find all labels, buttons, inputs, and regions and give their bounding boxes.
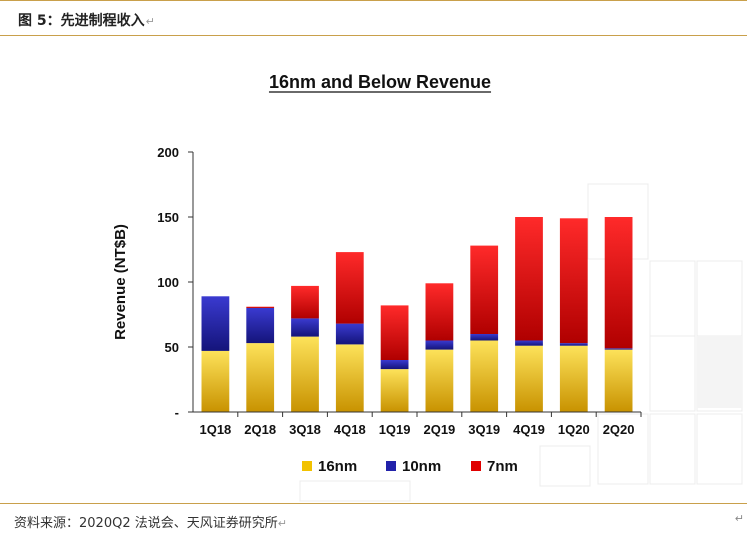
y-tick-label: 50 xyxy=(165,340,179,355)
bar-7nm-1Q20 xyxy=(559,218,588,344)
bar-16nm-2Q20 xyxy=(604,349,633,412)
source-note-text: 资料来源：2020Q2 法说会、天风证券研究所 xyxy=(14,516,278,531)
legend-swatch-16nm xyxy=(302,461,312,471)
figure-header: 图 5：先进制程收入↵ xyxy=(0,0,747,36)
background-tile xyxy=(696,413,743,485)
legend-swatch-10nm xyxy=(386,461,396,471)
y-tick-label: 200 xyxy=(157,145,179,160)
y-tick-label: 150 xyxy=(157,210,179,225)
background-tile xyxy=(649,413,696,485)
bar-10nm-2Q20 xyxy=(604,348,633,350)
legend-label-7nm: 7nm xyxy=(487,458,518,475)
background-tile xyxy=(299,480,411,502)
x-tick-label: 3Q19 xyxy=(468,422,500,437)
background-tile xyxy=(539,445,591,487)
x-axis: 1Q18 2Q18 3Q18 4Q18 1Q19 2Q19 3Q19 4Q19 1Q20 2Q20 xyxy=(193,411,642,437)
x-tick-label: 1Q18 xyxy=(199,422,231,437)
y-tick-label: - xyxy=(175,405,179,420)
bar-16nm-2Q18 xyxy=(246,343,275,412)
y-axis: - 50 100 150 200 xyxy=(157,145,194,420)
bar-16nm-3Q19 xyxy=(470,340,499,412)
background-tile xyxy=(649,335,696,412)
bar-10nm-4Q19 xyxy=(515,340,543,346)
background-tile xyxy=(696,260,743,337)
bar-16nm-1Q19 xyxy=(380,369,409,412)
x-tick-label: 4Q19 xyxy=(513,422,545,437)
legend-label-16nm: 16nm xyxy=(318,458,357,475)
chart-panel: 16nm and Below Revenue Revenue (NT$B) - 5… xyxy=(0,36,747,525)
bar-7nm-1Q19 xyxy=(380,305,409,360)
figure-caption: 图 5：先进制程收入↵ xyxy=(18,10,155,30)
bar-10nm-4Q18 xyxy=(335,323,364,345)
background-tile xyxy=(597,413,649,485)
bar-10nm-1Q19 xyxy=(380,360,409,370)
bar-10nm-1Q18 xyxy=(201,296,230,351)
chart-title: 16nm and Below Revenue xyxy=(269,72,491,92)
x-tick-label: 1Q20 xyxy=(558,422,590,437)
bar-7nm-2Q19 xyxy=(425,283,454,341)
x-tick-label: 2Q18 xyxy=(244,422,276,437)
revenue-chart: 16nm and Below Revenue Revenue (NT$B) - 5… xyxy=(112,72,743,502)
bar-16nm-1Q18 xyxy=(201,350,230,412)
bar-7nm-4Q19 xyxy=(515,217,543,341)
x-tick-label: 3Q18 xyxy=(289,422,321,437)
figure-caption-text: 图 5：先进制程收入 xyxy=(18,13,145,29)
bar-10nm-1Q20 xyxy=(559,343,588,346)
legend-swatch-7nm xyxy=(471,461,481,471)
bar-7nm-3Q19 xyxy=(470,245,499,334)
bar-10nm-2Q19 xyxy=(425,340,454,350)
background-tile xyxy=(649,260,696,337)
bar-10nm-3Q19 xyxy=(470,334,499,341)
bar-16nm-3Q18 xyxy=(291,336,319,412)
x-tick-label: 1Q19 xyxy=(379,422,411,437)
x-tick-label: 2Q20 xyxy=(603,422,635,437)
source-footer: 资料来源：2020Q2 法说会、天风证券研究所↵ xyxy=(0,503,747,533)
bar-7nm-2Q20 xyxy=(604,217,633,349)
bar-16nm-2Q19 xyxy=(425,349,454,412)
bar-7nm-3Q18 xyxy=(291,285,319,319)
x-tick-label: 4Q18 xyxy=(334,422,366,437)
bars xyxy=(201,217,633,412)
return-mark-icon: ↵ xyxy=(145,15,155,28)
bar-10nm-2Q18 xyxy=(246,308,275,344)
bar-7nm-4Q18 xyxy=(335,252,364,324)
legend: 16nm 10nm 7nm xyxy=(302,458,518,475)
bar-16nm-4Q18 xyxy=(335,344,364,412)
return-mark-icon: ↵ xyxy=(277,517,287,530)
return-mark-icon: ↵ xyxy=(734,512,744,525)
bar-7nm-2Q18 xyxy=(246,306,275,308)
source-note: 资料来源：2020Q2 法说会、天风证券研究所↵ xyxy=(14,512,287,531)
x-tick-label: 2Q19 xyxy=(423,422,455,437)
bar-10nm-3Q18 xyxy=(291,318,319,337)
background-decoration xyxy=(299,183,743,502)
legend-label-10nm: 10nm xyxy=(402,458,441,475)
y-axis-label: Revenue (NT$B) xyxy=(112,224,129,340)
bar-16nm-4Q19 xyxy=(515,345,543,412)
background-tile xyxy=(697,336,742,408)
y-tick-label: 100 xyxy=(157,275,179,290)
bar-16nm-1Q20 xyxy=(559,345,588,412)
